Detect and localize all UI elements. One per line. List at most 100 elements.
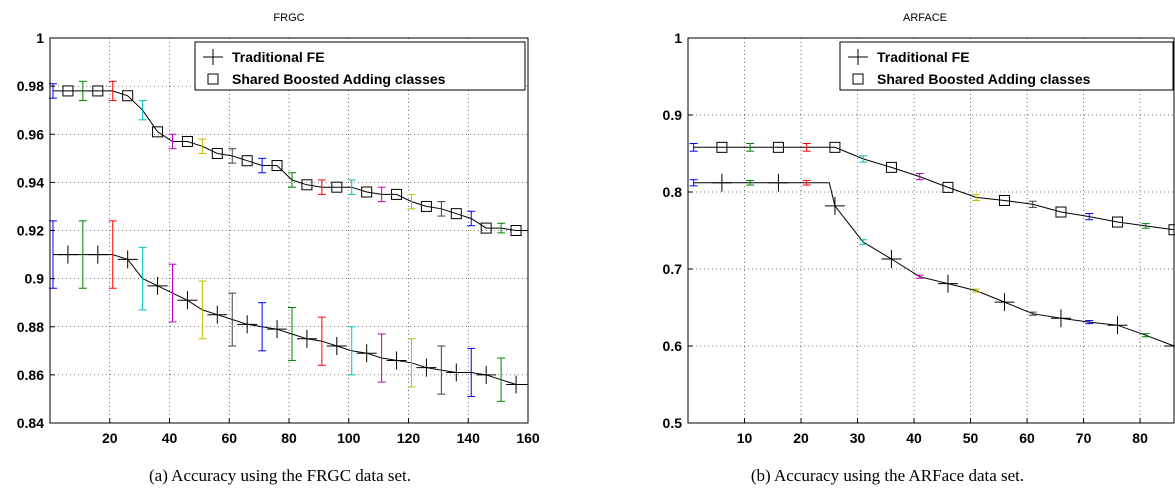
marker-plus [416,358,437,377]
marker-plus [506,375,527,394]
error-bar [467,210,476,227]
y-tick-label: 0.96 [17,126,44,142]
marker-plus [1050,309,1071,328]
y-tick-label: 0.7 [663,261,683,277]
error-bar [78,80,87,102]
error-bar [1085,320,1094,325]
error-bar [802,179,811,186]
chart-panel-arface: ARFACE 0.5 0.6 0.7 0.8 0.9 1 10 20 30 40 50 60 70 80 … [600,0,1175,502]
marker-square [391,188,403,200]
legend-label-shared: Shared Boosted Adding classes [232,71,446,87]
series-line-traditional [693,182,1175,347]
marker-square [152,126,164,138]
marker-plus [768,173,789,192]
marker-plus [87,245,108,264]
y-tick-label: 1 [674,30,682,46]
marker-square [211,148,223,159]
error-bar [407,193,416,210]
marker-plus [356,344,377,363]
error-bar [228,148,237,164]
error-bar [287,307,296,361]
error-bar [802,142,811,152]
marker-square [885,161,897,173]
x-tick-label: 80 [1132,430,1148,446]
marker-plus [207,305,228,324]
error-bar [467,347,476,398]
marker-square [942,181,954,193]
error-bar [198,138,207,154]
marker-plus [476,365,497,384]
error-bar [407,338,416,388]
marker-square [450,208,462,220]
marker-square [271,160,283,172]
marker-square [361,186,373,198]
error-bar [317,316,326,366]
y-tick-label: 1 [36,30,44,46]
marker-square [480,222,492,234]
marker-plus [267,320,288,339]
error-bar [859,155,868,163]
error-bar [746,179,755,186]
x-tick-label: 50 [963,430,979,446]
error-bar [168,263,177,323]
error-bar [689,142,698,152]
marker-square [829,141,841,153]
legend-marker-plus [848,49,868,65]
x-tick-label: 60 [1019,430,1035,446]
marker-square [122,90,134,102]
series-line-shared [53,90,528,231]
y-tick-label: 0.88 [17,319,44,335]
error-bar [228,292,237,347]
error-bar [1085,213,1094,221]
x-tick-label: 40 [162,430,178,446]
y-tick-label: 0.9 [663,107,683,123]
legend-label-traditional: Traditional FE [232,49,325,65]
x-tick-label: 70 [1076,430,1092,446]
error-bar [915,274,924,279]
marker-plus [386,351,407,370]
error-bar [377,186,386,203]
marker-square [1111,216,1123,228]
marker-square [510,225,522,236]
chart-title: FRGC [273,12,304,24]
legend: Traditional FE Shared Boosted Adding cla… [194,41,526,91]
x-tick-label: 20 [793,430,809,446]
error-bar [377,333,386,383]
marker-plus [57,245,78,264]
error-bar [689,179,698,187]
x-tick-label: 160 [516,430,540,446]
marker-plus [994,293,1015,312]
marker-square [62,85,74,97]
marker-square [92,85,104,97]
error-bar [108,80,117,102]
error-bar [287,172,296,188]
marker-square [420,200,432,212]
error-bar [497,222,506,234]
y-tick-label: 0.86 [17,367,44,383]
error-bar [1141,223,1150,229]
marker-plus [1164,337,1175,355]
chart-panel-frgc: FRGC 0.84 0.86 0.88 0.9 0.92 0.94 0.96 0.98 1 20 4… [0,0,560,502]
marker-square [181,135,193,147]
legend-marker-plus [203,49,223,65]
error-bar [347,179,356,195]
marker-plus [117,250,138,269]
marker-square [301,179,313,191]
marker-plus [177,291,198,310]
error-bar [746,142,755,152]
plot-frame [687,37,1175,424]
error-bar [347,326,356,376]
error-bar [168,133,177,150]
marker-plus [326,337,347,355]
legend-label-traditional: Traditional FE [877,49,970,65]
marker-plus [937,274,958,293]
legend-box [839,41,1174,91]
error-bar [198,280,207,340]
error-bar [497,357,506,402]
y-tick-label: 0.84 [17,415,44,431]
x-tick-label: 40 [906,430,922,446]
error-bar [437,201,446,217]
legend-box [194,41,526,91]
marker-plus [147,276,168,295]
